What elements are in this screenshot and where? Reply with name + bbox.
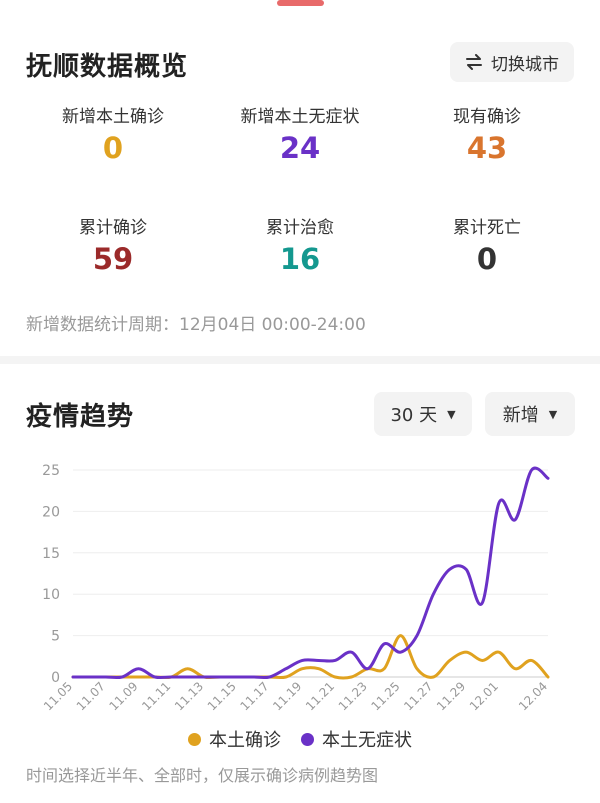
trend-card: 疫情趋势 30 天 ▼ 新增 ▼ 0 5 10 15 20 25 11.05 11.07 11.…	[0, 364, 600, 803]
stat-total-deaths: 累计死亡 0	[387, 213, 587, 276]
trend-note: 时间选择近半年、全部时，仅展示确诊病例趋势图	[26, 766, 379, 785]
stat-total-confirmed: 累计确诊 59	[13, 213, 213, 276]
x-tick-label: 11.21	[303, 679, 337, 713]
y-tick-label: 20	[42, 504, 60, 520]
stat-current-confirmed: 现有确诊 43	[387, 102, 587, 165]
chart-legend: 本土确诊 本土无症状	[0, 726, 600, 752]
x-tick-label: 11.17	[237, 679, 271, 713]
legend-item-confirmed[interactable]: 本土确诊	[188, 726, 281, 752]
stat-new-local-asymptomatic: 新增本土无症状 24	[200, 102, 400, 165]
stat-value: 0	[476, 242, 498, 276]
x-tick-label: 11.07	[74, 679, 108, 713]
stats-period: 新增数据统计周期：12月04日 00:00-24:00	[26, 315, 366, 335]
range-dropdown[interactable]: 30 天 ▼	[374, 392, 472, 436]
y-tick-label: 0	[51, 670, 60, 686]
x-tick-label: 11.13	[172, 679, 206, 713]
trend-chart: 051015202511.0511.0711.0911.1111.1311.15…	[41, 463, 550, 713]
switch-city-button[interactable]: 切换城市	[450, 42, 574, 82]
legend-dot-icon	[188, 732, 201, 746]
legend-dot-icon	[301, 732, 314, 746]
stat-label: 累计治愈	[266, 218, 334, 238]
series-line-asymptomatic	[71, 466, 550, 680]
x-tick-label: 11.29	[434, 679, 468, 713]
mode-dropdown[interactable]: 新增 ▼	[485, 392, 575, 436]
stat-value: 0	[102, 131, 124, 165]
stat-total-recovered: 累计治愈 16	[200, 213, 400, 276]
legend-label: 本土确诊	[209, 730, 281, 751]
stat-label: 现有确诊	[453, 107, 521, 127]
trend-title: 疫情趋势	[26, 402, 135, 432]
legend-item-asymptomatic[interactable]: 本土无症状	[301, 726, 412, 752]
y-tick-label: 10	[42, 587, 60, 603]
caret-down-icon: ▼	[548, 407, 558, 421]
x-tick-label: 11.27	[401, 679, 435, 713]
range-label: 30 天	[390, 405, 438, 426]
y-tick-label: 15	[42, 546, 60, 562]
stat-new-local-confirmed: 新增本土确诊 0	[13, 102, 213, 165]
stat-value: 43	[466, 131, 508, 165]
x-tick-label: 11.09	[106, 679, 140, 713]
legend-label: 本土无症状	[322, 730, 412, 751]
x-tick-label: 11.25	[369, 679, 403, 713]
switch-city-label: 切换城市	[491, 54, 559, 75]
x-tick-label: 11.19	[270, 679, 304, 713]
mode-label: 新增	[502, 405, 539, 426]
stat-label: 新增本土确诊	[62, 107, 164, 127]
stat-label: 累计死亡	[453, 218, 521, 238]
x-tick-label: 11.23	[336, 679, 370, 713]
x-tick-label: 12.01	[467, 679, 501, 713]
x-tick-label: 11.11	[139, 679, 173, 713]
page-indicator	[277, 0, 324, 6]
overview-card: 抚顺数据概览 切换城市 新增本土确诊 0 新增本土无症状 24 现有确诊 43 …	[0, 0, 600, 356]
y-tick-label: 5	[51, 629, 60, 645]
stat-label: 累计确诊	[79, 218, 147, 238]
stat-value: 16	[279, 242, 321, 276]
x-tick-label: 11.15	[205, 679, 239, 713]
overview-title: 抚顺数据概览	[26, 52, 189, 82]
swap-arrows-icon	[466, 54, 482, 70]
stat-label: 新增本土无症状	[240, 107, 360, 127]
x-tick-label: 12.04	[516, 679, 550, 713]
stat-value: 24	[279, 131, 321, 165]
y-tick-label: 25	[42, 463, 60, 479]
stat-value: 59	[92, 242, 134, 276]
caret-down-icon: ▼	[447, 407, 456, 421]
